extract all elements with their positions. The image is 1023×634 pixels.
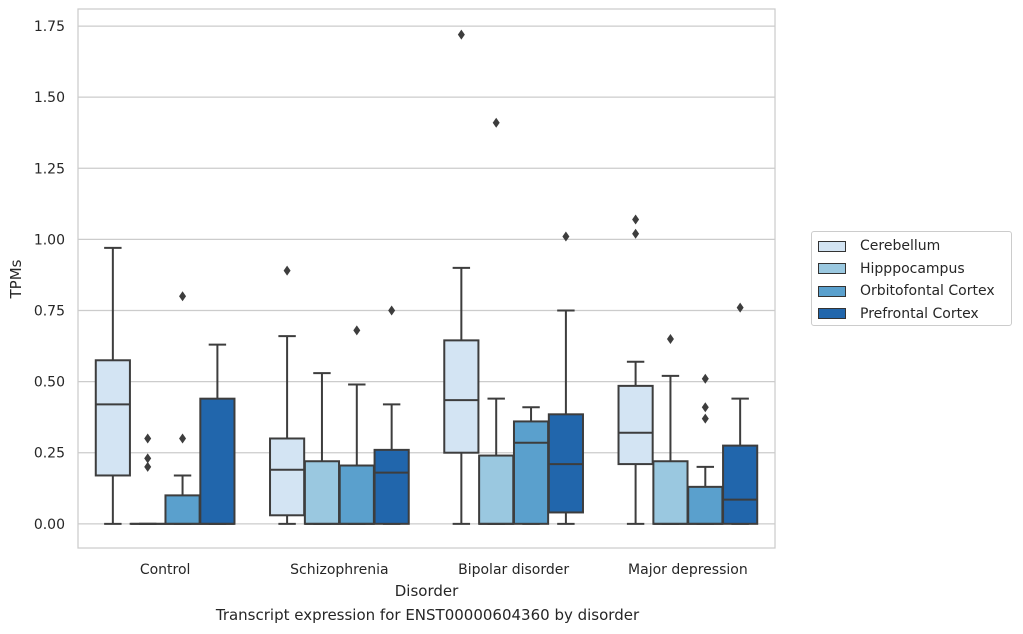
outlier-point: [701, 402, 709, 413]
chart-legend: Cerebellum Hipppocampus Orbitofontal Corte…: [811, 231, 1012, 326]
legend-swatch: [818, 285, 846, 297]
x-tick-label: Bipolar disorder: [458, 562, 569, 578]
outlier-point: [492, 117, 500, 128]
outlier-point: [457, 29, 465, 40]
iqr-box: [722, 444, 759, 525]
y-tick-label: 1.50: [34, 90, 65, 106]
legend-item: Orbitofontal Cortex: [818, 281, 995, 301]
outlier-point: [144, 461, 152, 472]
outlier-point: [632, 228, 640, 239]
legend-label: Hipppocampus: [860, 260, 965, 277]
legend-swatch: [818, 308, 846, 319]
iqr-box: [199, 397, 236, 525]
outlier-point: [736, 302, 744, 313]
y-axis-label: TPMs: [7, 259, 25, 299]
legend-item: Prefrontal Cortex: [818, 304, 979, 324]
box-hipppocampus: [478, 117, 515, 525]
iqr-box: [303, 460, 341, 525]
outlier-point: [144, 453, 152, 464]
outlier-point: [701, 373, 709, 384]
y-tick-label: 0.50: [34, 375, 65, 391]
y-tick-label: 1.75: [34, 19, 65, 35]
iqr-box: [94, 359, 131, 477]
y-tick-label: 0.00: [34, 517, 65, 533]
box-series: [94, 29, 759, 525]
legend-item: Hipppocampus: [818, 259, 965, 279]
box-hipppocampus: [652, 333, 689, 525]
box-orbitofontal-cortex: [164, 291, 201, 525]
iqr-box: [269, 437, 306, 517]
outlier-point: [179, 291, 187, 302]
iqr-box: [443, 339, 480, 454]
box-cerebellum: [269, 265, 306, 525]
chart-caption: Transcript expression for ENST0000060436…: [215, 606, 640, 624]
outlier-point: [701, 413, 709, 424]
x-axis-label: Disorder: [395, 582, 459, 600]
box-prefrontal-cortex: [722, 302, 759, 525]
iqr-box: [512, 420, 550, 525]
box-cerebellum: [94, 246, 131, 525]
box-prefrontal-cortex: [199, 343, 236, 525]
gridlines: [78, 25, 775, 525]
outlier-point: [388, 305, 396, 316]
plot-area-frame: [77, 8, 776, 549]
legend-label: Cerebellum: [860, 238, 941, 254]
legend-item: Cerebellum: [818, 236, 940, 256]
y-axis-ticks: 0.00 0.25 0.50 0.75 1.00 1.25 1.50 1.75: [34, 19, 65, 533]
iqr-box: [478, 454, 515, 525]
x-tick-label: Schizophrenia: [290, 562, 388, 578]
legend-swatch: [818, 240, 846, 252]
x-axis-ticks: Control Schizophrenia Bipolar disorder Majo…: [140, 562, 748, 578]
box-hipppocampus: [303, 372, 341, 525]
legend-swatch: [818, 263, 846, 274]
box-orbitofontal-cortex: [687, 373, 724, 525]
outlier-point: [562, 231, 570, 242]
iqr-box: [617, 384, 654, 466]
iqr-box: [373, 448, 410, 525]
x-tick-label: Control: [140, 562, 191, 578]
outlier-point: [179, 433, 187, 444]
box-orbitofontal-cortex: [512, 406, 550, 525]
box-orbitofontal-cortex: [338, 325, 375, 525]
outlier-point: [144, 433, 152, 444]
legend-label: Orbitofontal Cortex: [860, 283, 995, 299]
legend-label: Prefrontal Cortex: [860, 305, 979, 322]
outlier-point: [632, 214, 640, 225]
iqr-box: [338, 464, 375, 525]
y-tick-label: 0.25: [34, 446, 65, 462]
outlier-point: [666, 333, 674, 344]
iqr-box: [687, 485, 724, 525]
box-prefrontal-cortex: [373, 305, 410, 525]
iqr-box: [164, 494, 201, 525]
box-cerebellum: [443, 29, 480, 525]
y-tick-label: 1.25: [34, 161, 65, 177]
outlier-point: [283, 265, 291, 276]
outlier-point: [353, 325, 361, 336]
box-prefrontal-cortex: [547, 231, 584, 525]
y-tick-label: 0.75: [34, 303, 65, 319]
iqr-box: [652, 460, 689, 525]
box-cerebellum: [617, 214, 654, 525]
box-hipppocampus: [129, 433, 166, 525]
x-tick-label: Major depression: [628, 562, 748, 578]
y-tick-label: 1.00: [34, 232, 65, 248]
